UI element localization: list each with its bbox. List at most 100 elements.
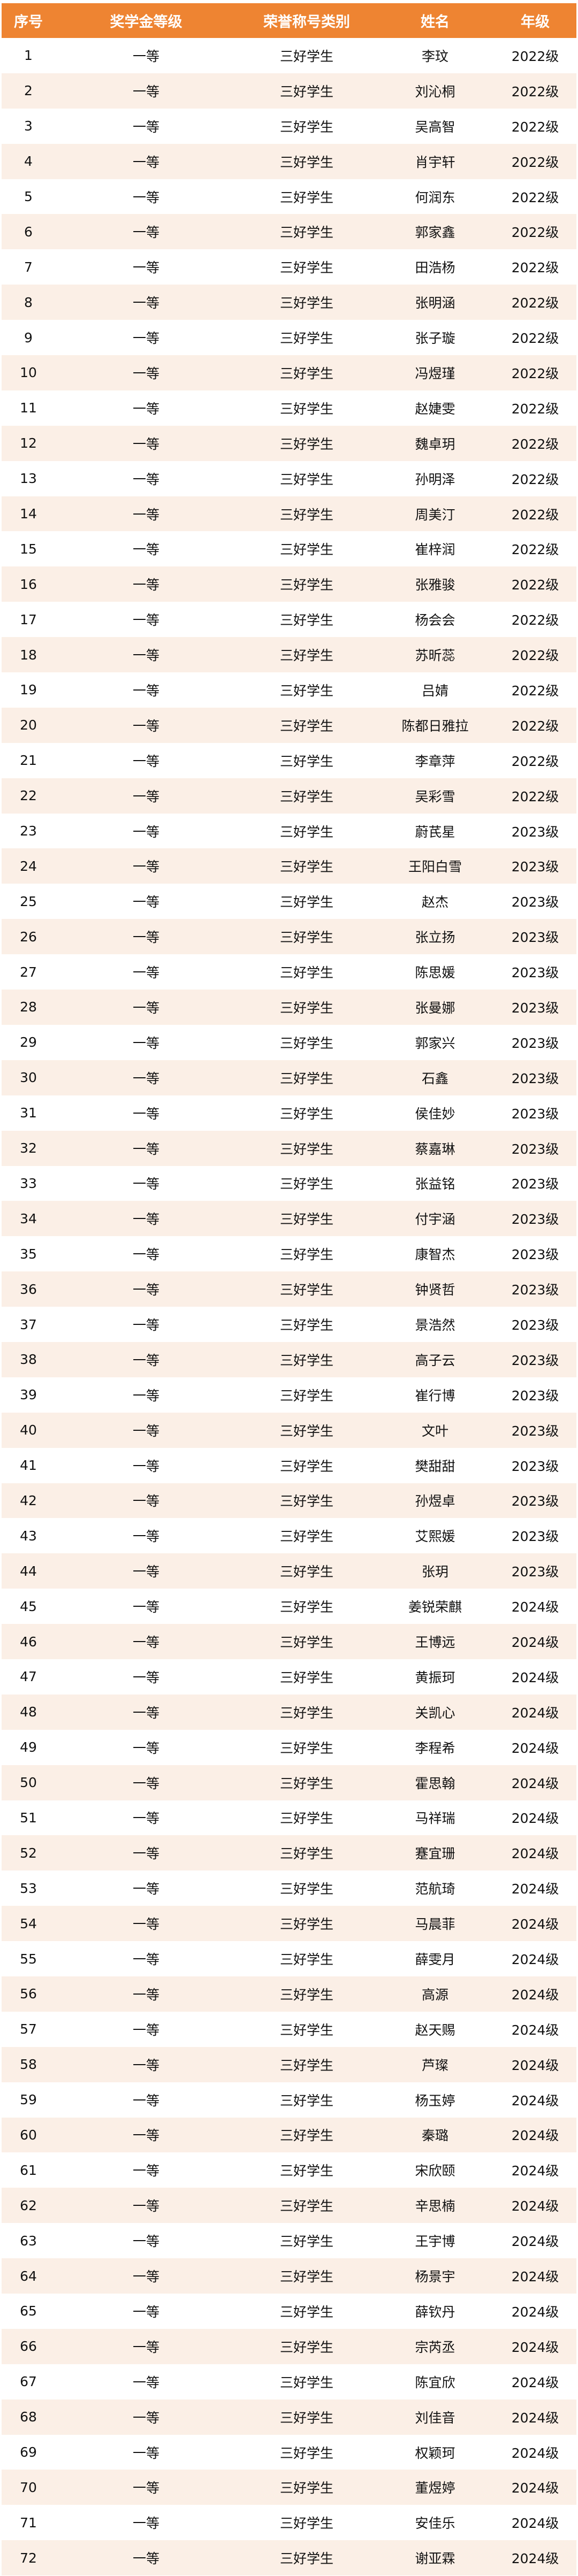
cell-scholarship-level: 一等 — [132, 436, 159, 452]
cell-grade: 2024级 — [511, 2339, 559, 2355]
cell-index: 36 — [20, 1281, 37, 1297]
cell-honor-category: 三好学生 — [279, 2445, 333, 2461]
cell-grade: 2023级 — [511, 1212, 559, 1228]
cell-scholarship-level: 一等 — [132, 2092, 159, 2109]
cell-index: 71 — [20, 2514, 37, 2531]
table-row: 27 一等 三好学生 陈思媛 2023级 — [2, 954, 576, 990]
cell-grade: 2023级 — [511, 1035, 559, 1051]
cell-honor-category: 三好学生 — [279, 2163, 333, 2179]
cell-name: 陈宜欣 — [415, 2374, 455, 2390]
cell-index: 29 — [20, 1034, 37, 1051]
cell-honor-category: 三好学生 — [279, 1387, 333, 1404]
cell-grade: 2024级 — [511, 1775, 559, 1791]
table-row: 46 一等 三好学生 王博远 2024级 — [2, 1624, 576, 1659]
cell-scholarship-level: 一等 — [132, 1106, 159, 1122]
cell-honor-category: 三好学生 — [279, 718, 333, 734]
cell-grade: 2024级 — [511, 2445, 559, 2461]
cell-scholarship-level: 一等 — [132, 1811, 159, 1827]
cell-scholarship-level: 一等 — [132, 2339, 159, 2355]
cell-honor-category: 三好学生 — [279, 1106, 333, 1122]
cell-scholarship-level: 一等 — [132, 965, 159, 981]
cell-honor-category: 三好学生 — [279, 2198, 333, 2214]
cell-grade: 2022级 — [511, 331, 559, 347]
cell-name: 张立扬 — [415, 930, 455, 946]
cell-honor-category: 三好学生 — [279, 1775, 333, 1791]
cell-grade: 2024级 — [511, 1811, 559, 1827]
cell-grade: 2022级 — [511, 542, 559, 558]
cell-index: 48 — [20, 1704, 37, 1720]
table-row: 59 一等 三好学生 杨玉婷 2024级 — [2, 2082, 576, 2118]
cell-grade: 2023级 — [511, 1493, 559, 1509]
cell-name: 杨景宇 — [415, 2269, 455, 2285]
cell-honor-category: 三好学生 — [279, 471, 333, 487]
cell-name: 李程希 — [415, 1740, 455, 1756]
cell-honor-category: 三好学生 — [279, 2269, 333, 2285]
table-row: 14 一等 三好学生 周美汀 2022级 — [2, 496, 576, 532]
cell-index: 62 — [20, 2197, 37, 2213]
cell-name: 薛雯月 — [415, 1952, 455, 1968]
cell-grade: 2022级 — [511, 260, 559, 276]
table-row: 10 一等 三好学生 冯煜瑾 2022级 — [2, 355, 576, 390]
cell-name: 李章萍 — [415, 753, 455, 769]
cell-index: 38 — [20, 1352, 37, 1368]
cell-honor-category: 三好学生 — [279, 1035, 333, 1051]
cell-index: 59 — [20, 2092, 37, 2108]
cell-honor-category: 三好学生 — [279, 1740, 333, 1756]
cell-honor-category: 三好学生 — [279, 119, 333, 135]
cell-index: 49 — [20, 1739, 37, 1755]
cell-name: 赵杰 — [421, 894, 448, 910]
cell-honor-category: 三好学生 — [279, 1811, 333, 1827]
cell-honor-category: 三好学生 — [279, 683, 333, 699]
cell-honor-category: 三好学生 — [279, 753, 333, 769]
cell-grade: 2024级 — [511, 2551, 559, 2567]
cell-name: 张益铭 — [415, 1176, 455, 1192]
cell-index: 8 — [24, 294, 33, 310]
table-row: 21 一等 三好学生 李章萍 2022级 — [2, 743, 576, 778]
cell-index: 14 — [20, 506, 37, 522]
cell-honor-category: 三好学生 — [279, 2480, 333, 2496]
cell-index: 28 — [20, 999, 37, 1015]
cell-name: 田浩杨 — [415, 260, 455, 276]
table-row: 49 一等 三好学生 李程希 2024级 — [2, 1730, 576, 1765]
cell-index: 65 — [20, 2303, 37, 2319]
cell-scholarship-level: 一等 — [132, 1458, 159, 1474]
cell-index: 18 — [20, 647, 37, 663]
cell-grade: 2024级 — [511, 2057, 559, 2073]
table-row: 29 一等 三好学生 郭家兴 2023级 — [2, 1025, 576, 1060]
cell-index: 3 — [24, 118, 33, 134]
cell-scholarship-level: 一等 — [132, 154, 159, 170]
cell-name: 樊甜甜 — [415, 1458, 455, 1474]
cell-honor-category: 三好学生 — [279, 577, 333, 593]
table-row: 8 一等 三好学生 张明涵 2022级 — [2, 285, 576, 320]
cell-name: 景浩然 — [415, 1317, 455, 1333]
table-row: 13 一等 三好学生 孙明泽 2022级 — [2, 461, 576, 496]
cell-index: 15 — [20, 541, 37, 557]
cell-name: 侯佳妙 — [415, 1106, 455, 1122]
cell-honor-category: 三好学生 — [279, 1952, 333, 1968]
cell-scholarship-level: 一等 — [132, 718, 159, 734]
table-row: 6 一等 三好学生 郭家鑫 2022级 — [2, 214, 576, 250]
cell-grade: 2023级 — [511, 894, 559, 910]
table-row: 30 一等 三好学生 石鑫 2023级 — [2, 1060, 576, 1095]
cell-grade: 2024级 — [511, 2480, 559, 2496]
cell-name: 董煜婷 — [415, 2480, 455, 2496]
cell-scholarship-level: 一等 — [132, 1529, 159, 1545]
table-row: 18 一等 三好学生 苏昕蕊 2022级 — [2, 637, 576, 673]
cell-scholarship-level: 一等 — [132, 260, 159, 276]
cell-index: 50 — [20, 1775, 37, 1791]
cell-honor-category: 三好学生 — [279, 2374, 333, 2390]
cell-honor-category: 三好学生 — [279, 2304, 333, 2320]
cell-scholarship-level: 一等 — [132, 2516, 159, 2532]
cell-honor-category: 三好学生 — [279, 1000, 333, 1016]
table-row: 44 一等 三好学生 张玥 2023级 — [2, 1553, 576, 1589]
cell-honor-category: 三好学生 — [279, 1635, 333, 1651]
cell-grade: 2024级 — [511, 2304, 559, 2320]
cell-index: 26 — [20, 929, 37, 945]
cell-index: 16 — [20, 576, 37, 592]
cell-grade: 2023级 — [511, 1070, 559, 1086]
cell-grade: 2022级 — [511, 788, 559, 804]
table-row: 58 一等 三好学生 芦璨 2024级 — [2, 2046, 576, 2082]
cell-index: 56 — [20, 1986, 37, 2002]
cell-scholarship-level: 一等 — [132, 2480, 159, 2496]
cell-grade: 2024级 — [511, 1916, 559, 1933]
